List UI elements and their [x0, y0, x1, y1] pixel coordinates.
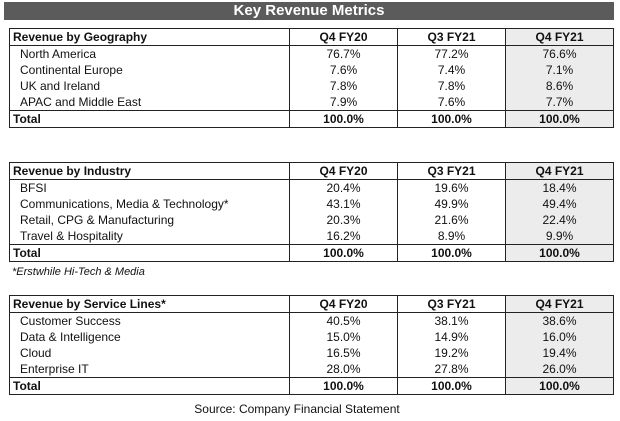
cell-value: 77.2% [397, 45, 506, 62]
cell-value: 40.5% [289, 312, 398, 329]
service-lines-table: Revenue by Service Lines* Q4 FY20 Q3 FY2… [9, 295, 614, 395]
cell-value: 8.9% [397, 228, 506, 245]
cell-value: 7.7% [505, 94, 614, 111]
table-row: Travel & Hospitality 16.2% 8.9% 9.9% [9, 228, 614, 245]
table-row: North America 76.7% 77.2% 76.6% [9, 45, 614, 62]
industry-table: Revenue by Industry Q4 FY20 Q3 FY21 Q4 F… [9, 162, 614, 262]
cell-value: 27.8% [397, 361, 506, 378]
cell-value: 14.9% [397, 329, 506, 345]
row-label: Continental Europe [9, 62, 290, 78]
row-label: Retail, CPG & Manufacturing [9, 212, 290, 228]
row-label: BFSI [9, 179, 290, 196]
column-header: Q3 FY21 [397, 162, 506, 180]
cell-value: 20.3% [289, 212, 398, 228]
row-label: Communications, Media & Technology* [9, 196, 290, 212]
row-label: APAC and Middle East [9, 94, 290, 111]
cell-value: 19.6% [397, 179, 506, 196]
column-header: Q3 FY21 [397, 295, 506, 313]
row-label: Enterprise IT [9, 361, 290, 378]
cell-value: 100.0% [505, 110, 614, 128]
table-row: Continental Europe 7.6% 7.4% 7.1% [9, 62, 614, 78]
table-row: Cloud 16.5% 19.2% 19.4% [9, 345, 614, 361]
row-label: Data & Intelligence [9, 329, 290, 345]
cell-value: 38.6% [505, 312, 614, 329]
column-header: Q4 FY21 [505, 295, 614, 313]
cell-value: 49.4% [505, 196, 614, 212]
cell-value: 7.8% [289, 78, 398, 94]
section-header: Revenue by Service Lines* [9, 295, 290, 313]
table-row: Communications, Media & Technology* 43.1… [9, 196, 614, 212]
cell-value: 100.0% [289, 110, 398, 128]
cell-value: 49.9% [397, 196, 506, 212]
cell-value: 100.0% [397, 110, 506, 128]
cell-value: 7.6% [289, 62, 398, 78]
cell-value: 21.6% [397, 212, 506, 228]
cell-value: 100.0% [289, 377, 398, 395]
cell-value: 7.6% [397, 94, 506, 111]
table-row: APAC and Middle East 7.9% 7.6% 7.7% [9, 94, 614, 111]
cell-value: 76.7% [289, 45, 398, 62]
cell-value: 100.0% [397, 377, 506, 395]
source-caption: Source: Company Financial Statement [194, 402, 400, 416]
geography-table: Revenue by Geography Q4 FY20 Q3 FY21 Q4 … [9, 28, 614, 128]
cell-value: 43.1% [289, 196, 398, 212]
cell-value: 100.0% [289, 244, 398, 262]
cell-value: 19.2% [397, 345, 506, 361]
cell-value: 16.5% [289, 345, 398, 361]
column-header: Q4 FY21 [505, 162, 614, 180]
cell-value: 15.0% [289, 329, 398, 345]
column-header: Q4 FY20 [289, 28, 398, 46]
cell-value: 20.4% [289, 179, 398, 196]
footnote: *Erstwhile Hi-Tech & Media [12, 266, 145, 278]
cell-value: 16.2% [289, 228, 398, 245]
cell-value: 16.0% [505, 329, 614, 345]
table-row: UK and Ireland 7.8% 7.8% 8.6% [9, 78, 614, 94]
column-header: Q4 FY21 [505, 28, 614, 46]
table-row: Customer Success 40.5% 38.1% 38.6% [9, 312, 614, 329]
cell-value: 100.0% [505, 244, 614, 262]
cell-value: 28.0% [289, 361, 398, 378]
section-header: Revenue by Industry [9, 162, 290, 180]
cell-value: 19.4% [505, 345, 614, 361]
cell-value: 9.9% [505, 228, 614, 245]
total-label: Total [9, 377, 290, 395]
cell-value: 18.4% [505, 179, 614, 196]
section-header: Revenue by Geography [9, 28, 290, 46]
cell-value: 100.0% [397, 244, 506, 262]
page-title: Key Revenue Metrics [4, 2, 614, 20]
total-row: Total 100.0% 100.0% 100.0% [9, 377, 614, 395]
cell-value: 7.9% [289, 94, 398, 111]
cell-value: 26.0% [505, 361, 614, 378]
cell-value: 7.4% [397, 62, 506, 78]
table-row: Retail, CPG & Manufacturing 20.3% 21.6% … [9, 212, 614, 228]
cell-value: 38.1% [397, 312, 506, 329]
cell-value: 100.0% [505, 377, 614, 395]
cell-value: 76.6% [505, 45, 614, 62]
cell-value: 8.6% [505, 78, 614, 94]
table-row: Data & Intelligence 15.0% 14.9% 16.0% [9, 329, 614, 345]
total-label: Total [9, 110, 290, 128]
row-label: UK and Ireland [9, 78, 290, 94]
row-label: Customer Success [9, 312, 290, 329]
column-header: Q3 FY21 [397, 28, 506, 46]
table-row: Enterprise IT 28.0% 27.8% 26.0% [9, 361, 614, 378]
total-row: Total 100.0% 100.0% 100.0% [9, 244, 614, 262]
cell-value: 7.1% [505, 62, 614, 78]
row-label: Travel & Hospitality [9, 228, 290, 245]
cell-value: 7.8% [397, 78, 506, 94]
total-row: Total 100.0% 100.0% 100.0% [9, 110, 614, 128]
table-header-row: Revenue by Industry Q4 FY20 Q3 FY21 Q4 F… [9, 162, 614, 180]
column-header: Q4 FY20 [289, 162, 398, 180]
table-row: BFSI 20.4% 19.6% 18.4% [9, 179, 614, 196]
row-label: Cloud [9, 345, 290, 361]
total-label: Total [9, 244, 290, 262]
table-header-row: Revenue by Service Lines* Q4 FY20 Q3 FY2… [9, 295, 614, 313]
table-header-row: Revenue by Geography Q4 FY20 Q3 FY21 Q4 … [9, 28, 614, 46]
row-label: North America [9, 45, 290, 62]
column-header: Q4 FY20 [289, 295, 398, 313]
cell-value: 22.4% [505, 212, 614, 228]
